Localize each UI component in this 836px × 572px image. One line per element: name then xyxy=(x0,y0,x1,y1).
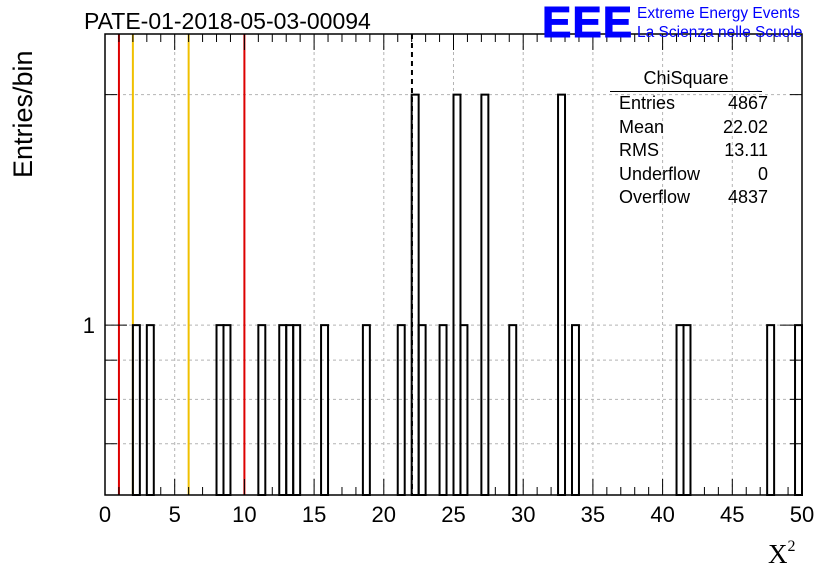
histogram-bar xyxy=(361,324,371,496)
histogram-bar xyxy=(417,324,427,496)
x-tick-label: 50 xyxy=(790,502,814,527)
stats-row-underflow: Underflow 0 xyxy=(612,163,776,187)
histogram-bar xyxy=(766,324,776,496)
histogram-bar xyxy=(508,324,518,496)
x-tick-label: 35 xyxy=(581,502,605,527)
histogram-bar xyxy=(222,324,232,496)
histogram-bar xyxy=(675,324,685,496)
stats-title: ChiSquare xyxy=(610,68,762,92)
x-tick-label: 10 xyxy=(232,502,256,527)
x-tick-label: 15 xyxy=(302,502,326,527)
logo-line-1: Extreme Energy Events xyxy=(637,5,800,22)
stats-value: 22.02 xyxy=(722,116,768,137)
stats-label: Overflow xyxy=(619,187,691,207)
x-tick-label: 20 xyxy=(372,502,396,527)
histogram-bar xyxy=(278,324,288,496)
histogram-bar xyxy=(794,324,804,496)
stats-label: Mean xyxy=(619,116,665,137)
histogram-bar xyxy=(682,324,692,496)
x-tick-label: 0 xyxy=(99,502,111,527)
x-axis-label-superscript: 2 xyxy=(787,538,796,555)
histogram-bar xyxy=(285,324,295,496)
eee-logo: EEE xyxy=(541,0,634,48)
histogram-bar xyxy=(557,93,567,497)
histogram-bar xyxy=(438,324,448,496)
stats-row-entries: Entries 4867 xyxy=(612,92,776,116)
run-title: PATE-01-2018-05-03-00094 xyxy=(84,8,371,34)
stats-label: RMS xyxy=(619,140,659,160)
stats-label: Underflow xyxy=(619,163,701,184)
stats-value: 13.11 xyxy=(724,140,768,160)
logo-line-2: La Scienza nelle Scuole xyxy=(637,24,803,41)
x-axis-label: X2 xyxy=(768,538,796,570)
x-tick-label: 45 xyxy=(720,502,744,527)
histogram-bar xyxy=(145,324,155,496)
histogram-bar xyxy=(396,324,406,496)
y-axis-label: Entries/bin xyxy=(8,50,38,178)
histogram-bar xyxy=(292,324,302,496)
x-axis-label-base: X xyxy=(768,539,788,569)
stats-row-mean: Mean 22.02 xyxy=(612,116,776,140)
x-tick-label: 25 xyxy=(441,502,465,527)
stats-row-rms: RMS 13.11 xyxy=(612,139,776,163)
stats-label: Entries xyxy=(619,93,676,113)
stats-value: 4867 xyxy=(727,93,768,113)
y-tick-label: 1 xyxy=(83,313,95,338)
x-tick-label: 5 xyxy=(169,502,181,527)
histogram-bar xyxy=(131,324,141,496)
histogram-bar xyxy=(257,324,267,496)
histogram-bar xyxy=(215,324,225,496)
histogram-bar xyxy=(459,324,469,496)
histogram-bar xyxy=(570,324,580,496)
histogram-bar xyxy=(320,324,330,496)
x-tick-label: 40 xyxy=(650,502,674,527)
x-tick-label: 30 xyxy=(511,502,535,527)
histogram-bar xyxy=(452,93,462,497)
stats-box: ChiSquare Entries 4867 Mean 22.02 RMS 13… xyxy=(610,68,776,210)
histogram-bar xyxy=(480,93,490,497)
stats-value: 4837 xyxy=(727,187,768,207)
stats-row-overflow: Overflow 4837 xyxy=(612,186,776,210)
stats-value: 0 xyxy=(757,163,768,184)
